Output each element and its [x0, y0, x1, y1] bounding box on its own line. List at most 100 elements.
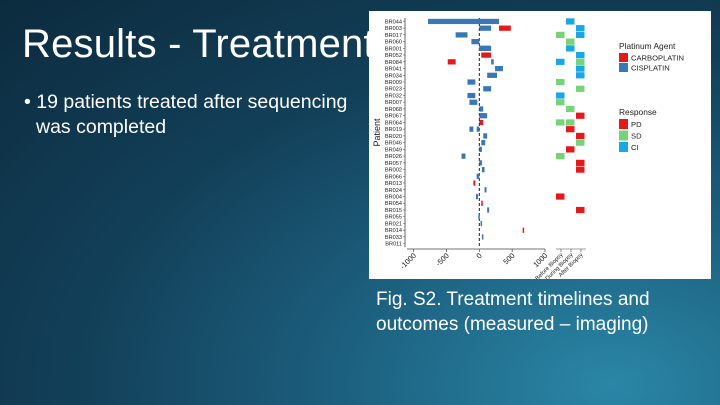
- y-tick-label: BR052: [385, 53, 402, 59]
- response-cell: [556, 78, 565, 86]
- treatment-bar: [483, 133, 488, 139]
- y-tick-label: BR021: [385, 221, 402, 227]
- response-legend-swatch: [619, 119, 628, 129]
- y-tick-label: BR026: [385, 154, 402, 160]
- response-cell: [576, 112, 585, 119]
- y-tick-label: BR060: [385, 40, 402, 46]
- response-cell: [576, 65, 585, 72]
- response-cell: [576, 25, 585, 32]
- treatment-bar: [471, 39, 480, 45]
- y-tick-label: BR015: [385, 208, 402, 214]
- y-tick-label: BR023: [385, 87, 402, 93]
- y-tick-label: BR004: [385, 194, 402, 200]
- treatment-bar: [480, 220, 483, 227]
- response-cell: [556, 58, 565, 65]
- y-tick-label: BR066: [385, 174, 402, 180]
- treatment-bar: [428, 18, 499, 25]
- treatment-bar: [455, 32, 468, 38]
- treatment-bar: [479, 146, 482, 153]
- response-cell: [576, 166, 585, 173]
- bullet-item: • 19 patients treated after sequencing w…: [24, 90, 366, 140]
- y-tick-label: BR084: [385, 60, 402, 66]
- y-tick-label: BR017: [385, 33, 402, 39]
- treatment-bar: [467, 92, 476, 99]
- y-tick-label: BR013: [385, 181, 402, 187]
- response-legend-swatch: [619, 142, 628, 152]
- y-tick-label: BR068: [385, 107, 402, 113]
- treatment-bar: [473, 180, 476, 186]
- treatment-bar: [476, 193, 478, 200]
- response-cell: [576, 139, 585, 146]
- y-tick-label: BR054: [385, 201, 402, 207]
- response-cell: [566, 119, 575, 126]
- bullet-text: 19 patients treated after sequencing was…: [36, 91, 348, 138]
- response-legend-label: PD: [631, 120, 642, 129]
- treatment-bar: [479, 106, 484, 112]
- response-cell: [556, 92, 565, 99]
- y-tick-label: BR002: [385, 168, 402, 174]
- y-tick-label: BR001: [385, 46, 402, 52]
- response-cell: [566, 146, 575, 153]
- response-legend-label: CI: [631, 143, 639, 152]
- treatment-bar: [479, 45, 490, 52]
- response-cell: [576, 159, 585, 166]
- x-tick-label: 0: [474, 251, 483, 260]
- response-legend-swatch: [619, 130, 628, 141]
- response-cell: [556, 153, 565, 160]
- response-cell: [556, 193, 565, 200]
- y-tick-label: BR020: [385, 134, 402, 140]
- treatment-bar: [479, 160, 482, 166]
- y-tick-label: BR007: [385, 100, 402, 106]
- y-tick-label: BR009: [385, 80, 402, 86]
- response-legend-label: SD: [631, 132, 642, 141]
- response-cell: [566, 45, 575, 52]
- y-tick-label: BR032: [385, 93, 402, 99]
- response-cell: [556, 31, 565, 39]
- agent-legend-title: Platinum Agent: [619, 41, 676, 51]
- treatment-bar: [483, 86, 492, 92]
- treatment-timeline-chart: BR044BR003BR017BR060BR001BR052BR084BR041…: [372, 18, 684, 282]
- y-tick-label: BR064: [385, 120, 402, 126]
- treatment-bar: [476, 173, 480, 179]
- treatment-bar: [479, 119, 484, 126]
- treatment-bar: [481, 52, 492, 58]
- response-cell: [576, 52, 585, 59]
- treatment-bar: [481, 200, 483, 206]
- treatment-bar: [467, 79, 476, 85]
- figure-caption: Fig. S2. Treatment timelines and outcome…: [376, 289, 650, 335]
- slide-title: Results - Treatment: [22, 22, 375, 66]
- response-cell: [576, 85, 585, 92]
- response-cell: [576, 72, 585, 79]
- agent-legend-swatch: [619, 63, 628, 72]
- treatment-bar: [476, 126, 480, 132]
- treatment-bar: [487, 207, 490, 213]
- x-tick-label: 500: [501, 251, 516, 266]
- y-tick-label: BR044: [385, 19, 402, 25]
- treatment-bar: [499, 25, 511, 31]
- response-cell: [566, 38, 575, 45]
- treatment-bar: [481, 140, 486, 146]
- treatment-bar: [481, 234, 484, 240]
- response-cell: [576, 31, 585, 39]
- treatment-bar: [447, 59, 456, 65]
- y-tick-label: BR014: [385, 228, 402, 234]
- y-tick-label: BR019: [385, 127, 402, 133]
- y-tick-label: BR049: [385, 147, 402, 153]
- treatment-bar: [522, 227, 525, 233]
- treatment-bar: [479, 25, 492, 31]
- x-tick-label: -500: [434, 251, 451, 268]
- response-cell: [576, 206, 585, 214]
- response-cell: [566, 126, 575, 133]
- treatment-bar: [469, 99, 478, 105]
- treatment-bar: [479, 113, 488, 119]
- agent-legend-label: CARBOPLATIN: [631, 54, 684, 63]
- treatment-bar: [478, 214, 480, 220]
- treatment-bar: [481, 166, 485, 173]
- treatment-bar: [487, 72, 498, 78]
- y-tick-label: BR057: [385, 161, 402, 167]
- y-tick-label: BR041: [385, 67, 402, 73]
- y-tick-label: BR055: [385, 215, 402, 221]
- treatment-bar: [461, 153, 466, 159]
- treatment-bar: [491, 59, 494, 65]
- y-tick-label: BR033: [385, 235, 402, 241]
